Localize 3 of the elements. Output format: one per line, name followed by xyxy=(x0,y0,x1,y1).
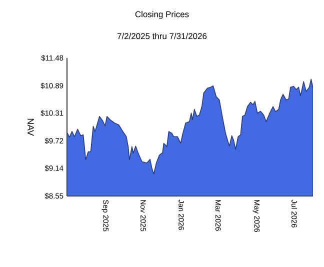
chart-title: Closing Prices xyxy=(135,11,189,19)
y-axis-title: NAV xyxy=(28,118,34,136)
chart-subtitle: 7/2/2025 thru 7/31/2026 xyxy=(117,32,207,40)
